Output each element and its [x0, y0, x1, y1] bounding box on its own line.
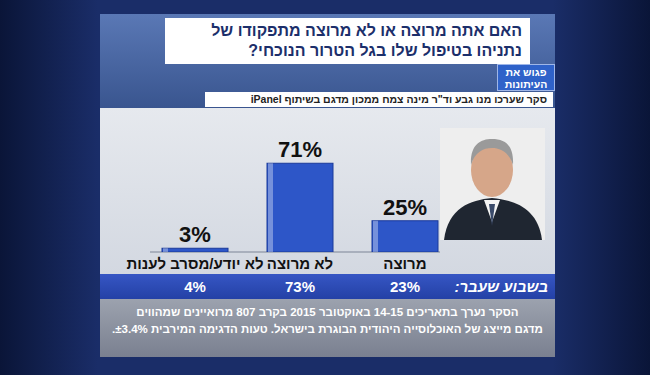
bar-edge — [268, 163, 273, 252]
bars — [162, 163, 438, 252]
stage: האם אתה מרוצה או לא מרוצה מתפקודו של נתנ… — [0, 0, 650, 375]
bar — [372, 221, 438, 252]
previous-value: 23% — [375, 276, 435, 298]
footnote: מדגם מייצג של האוכלוסייה היהודית הבוגרת … — [100, 321, 555, 338]
subtitle: סקר שערכו מנו גבע וד"ר מינה צמח ממכון מד… — [205, 92, 553, 107]
bar — [267, 163, 333, 252]
program-tag: פגוש את העיתונות — [497, 64, 555, 91]
previous-value: 4% — [165, 276, 225, 298]
title: האם אתה מרוצה או לא מרוצה מתפקודו של נתנ… — [165, 18, 530, 64]
bar-edge — [163, 248, 168, 252]
footnote: הסקר נערך בתאריכים 14-15 באוקטובר 2015 ב… — [100, 304, 555, 321]
category-label: מרוצה — [335, 254, 475, 274]
category-label: לא יודע/מסרב לענות — [125, 254, 265, 274]
chart-svg: 25% 71% 3% — [0, 0, 650, 375]
portrait-hair — [471, 139, 513, 165]
data-label: 3% — [179, 222, 211, 247]
portrait-suit — [444, 198, 542, 240]
portrait-tie — [489, 204, 495, 226]
previous-value: 73% — [270, 276, 330, 298]
portrait-bg — [440, 128, 545, 240]
bar-edge — [373, 221, 378, 252]
previous-label: בשבוע שעבר: — [440, 276, 548, 298]
bar — [162, 248, 228, 252]
data-label: 25% — [383, 195, 427, 220]
portrait — [440, 128, 545, 240]
data-label: 71% — [278, 137, 322, 162]
